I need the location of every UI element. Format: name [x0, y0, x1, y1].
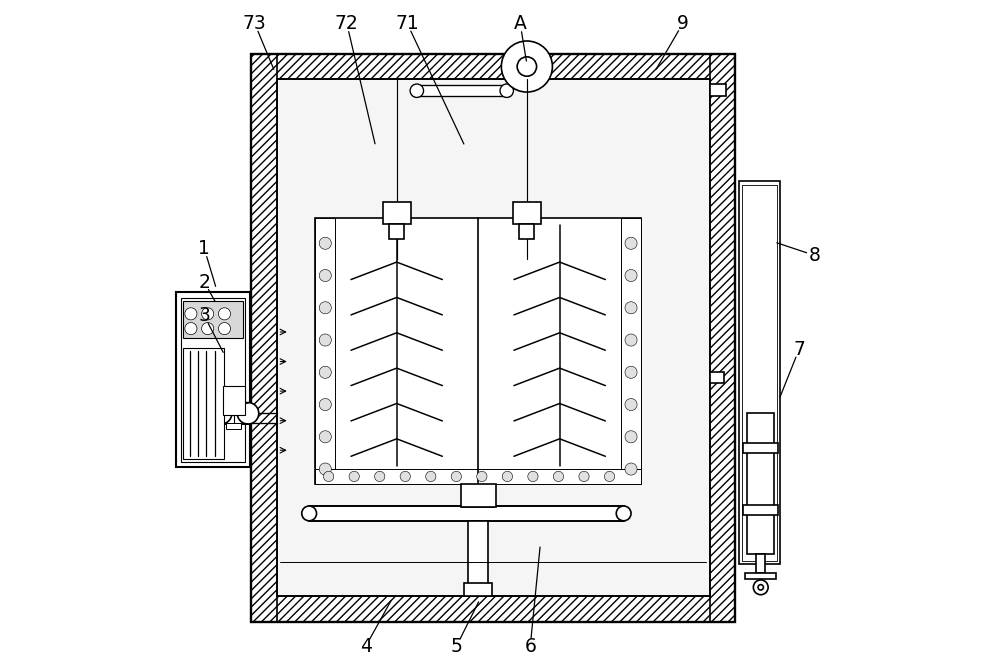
- Bar: [413, 85, 510, 96]
- Bar: [742, 185, 777, 561]
- Circle shape: [625, 463, 637, 475]
- Circle shape: [625, 269, 637, 282]
- Circle shape: [323, 471, 334, 482]
- Circle shape: [202, 308, 214, 320]
- Circle shape: [319, 398, 331, 411]
- Bar: [621, 218, 641, 484]
- Bar: [223, 386, 245, 415]
- Circle shape: [528, 471, 538, 482]
- Text: 2: 2: [198, 273, 210, 292]
- Bar: [183, 301, 243, 338]
- Circle shape: [477, 471, 487, 482]
- Circle shape: [202, 323, 214, 335]
- Bar: [462, 506, 494, 507]
- Bar: [468, 521, 488, 596]
- Text: 3: 3: [198, 306, 210, 325]
- Circle shape: [319, 366, 331, 378]
- Bar: [519, 224, 534, 239]
- Circle shape: [237, 403, 259, 424]
- Circle shape: [185, 323, 197, 335]
- Bar: [756, 554, 765, 573]
- Circle shape: [502, 471, 513, 482]
- Text: 73: 73: [243, 14, 267, 33]
- Bar: [251, 54, 277, 622]
- Text: 5: 5: [450, 637, 462, 656]
- Bar: [315, 218, 335, 484]
- Circle shape: [616, 506, 631, 521]
- Bar: [743, 505, 778, 515]
- Bar: [277, 79, 710, 596]
- Bar: [315, 218, 641, 484]
- Text: 8: 8: [809, 246, 820, 265]
- Circle shape: [410, 84, 424, 97]
- Bar: [389, 224, 404, 239]
- Text: 1: 1: [198, 239, 210, 258]
- Bar: [221, 403, 248, 424]
- Circle shape: [625, 431, 637, 443]
- Circle shape: [185, 308, 197, 320]
- Bar: [745, 573, 776, 579]
- Bar: [226, 423, 241, 429]
- Circle shape: [500, 84, 513, 97]
- Bar: [513, 202, 541, 224]
- Circle shape: [400, 471, 410, 482]
- Circle shape: [501, 41, 552, 92]
- Text: 6: 6: [524, 637, 536, 656]
- Bar: [176, 292, 250, 467]
- Text: 71: 71: [395, 14, 419, 33]
- Circle shape: [319, 269, 331, 282]
- Circle shape: [579, 471, 589, 482]
- Bar: [710, 372, 724, 383]
- Bar: [251, 596, 735, 622]
- Circle shape: [319, 237, 331, 249]
- Text: 7: 7: [793, 340, 805, 359]
- Bar: [461, 484, 496, 507]
- Circle shape: [319, 463, 331, 475]
- Bar: [183, 348, 224, 459]
- Circle shape: [375, 471, 385, 482]
- Circle shape: [625, 237, 637, 249]
- Circle shape: [218, 323, 231, 335]
- Text: 9: 9: [677, 14, 689, 33]
- Bar: [181, 298, 245, 462]
- Circle shape: [426, 471, 436, 482]
- Bar: [464, 583, 492, 596]
- Bar: [315, 469, 641, 484]
- Circle shape: [451, 471, 461, 482]
- Circle shape: [319, 302, 331, 314]
- Bar: [383, 202, 411, 224]
- Bar: [251, 54, 735, 622]
- Circle shape: [553, 471, 564, 482]
- Circle shape: [753, 580, 768, 595]
- Circle shape: [625, 302, 637, 314]
- Text: 72: 72: [335, 14, 359, 33]
- Bar: [277, 79, 710, 596]
- Circle shape: [625, 398, 637, 411]
- Circle shape: [517, 57, 537, 76]
- Bar: [710, 84, 726, 96]
- Bar: [739, 181, 780, 564]
- Bar: [747, 413, 774, 554]
- Circle shape: [319, 431, 331, 443]
- Bar: [309, 506, 624, 521]
- Circle shape: [758, 585, 763, 590]
- Bar: [710, 54, 735, 622]
- Circle shape: [210, 403, 232, 424]
- Text: A: A: [514, 14, 527, 33]
- Text: 4: 4: [360, 637, 372, 656]
- Circle shape: [625, 334, 637, 346]
- Bar: [743, 443, 778, 453]
- Circle shape: [302, 506, 317, 521]
- Circle shape: [218, 308, 231, 320]
- Circle shape: [604, 471, 615, 482]
- Circle shape: [319, 334, 331, 346]
- Circle shape: [625, 366, 637, 378]
- Circle shape: [349, 471, 359, 482]
- Bar: [251, 54, 735, 79]
